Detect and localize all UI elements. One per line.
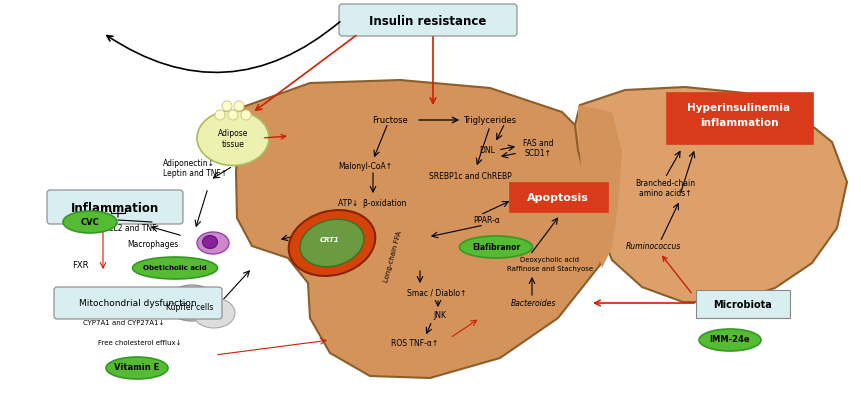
Text: Hyperinsulinemia: Hyperinsulinemia [688, 103, 791, 113]
Text: Vitamin E: Vitamin E [114, 363, 160, 372]
Text: Malonyl-CoA↑: Malonyl-CoA↑ [338, 162, 392, 171]
Text: Microbiota: Microbiota [714, 300, 772, 310]
Text: Deoxycholic acid: Deoxycholic acid [521, 257, 580, 263]
Text: Inflammation: Inflammation [71, 201, 159, 214]
Text: Adiponectin↓: Adiponectin↓ [163, 158, 215, 167]
Circle shape [234, 101, 244, 111]
Text: PPAR-α: PPAR-α [473, 216, 501, 224]
Text: Raffinose and Stachyose: Raffinose and Stachyose [507, 266, 593, 272]
Text: Bacteroides: Bacteroides [510, 299, 555, 307]
Circle shape [222, 101, 232, 111]
Text: ATP↓  β-oxidation: ATP↓ β-oxidation [338, 199, 407, 207]
Text: Smac / Diablo↑: Smac / Diablo↑ [407, 288, 467, 297]
Text: Elafibranor: Elafibranor [472, 243, 520, 252]
Text: CYP7A1 and CYP27A1↓: CYP7A1 and CYP27A1↓ [83, 320, 164, 326]
Polygon shape [575, 87, 847, 302]
Text: ROS TNF-α↑: ROS TNF-α↑ [391, 339, 439, 348]
FancyBboxPatch shape [47, 190, 183, 224]
Text: Küpffer cells: Küpffer cells [166, 303, 214, 312]
Text: Branched-chain: Branched-chain [635, 179, 695, 188]
Text: Fructose: Fructose [372, 115, 408, 124]
Text: JNK: JNK [433, 312, 446, 320]
Ellipse shape [63, 211, 117, 233]
Ellipse shape [459, 236, 533, 258]
Text: Insulin resistance: Insulin resistance [369, 15, 487, 28]
Text: Adipose: Adipose [218, 128, 248, 137]
Text: Free cholesterol efflux↓: Free cholesterol efflux↓ [98, 340, 182, 346]
FancyBboxPatch shape [54, 287, 222, 319]
Text: Triglycerides: Triglycerides [464, 115, 516, 124]
Text: FXR: FXR [72, 261, 88, 271]
Text: Apoptosis: Apoptosis [527, 193, 589, 203]
Circle shape [215, 110, 225, 120]
Ellipse shape [197, 111, 269, 166]
Text: SREBP1c and ChREBP: SREBP1c and ChREBP [429, 171, 511, 181]
Text: Obeticholic acid: Obeticholic acid [143, 265, 207, 271]
FancyBboxPatch shape [666, 92, 813, 144]
Text: FAS and: FAS and [522, 139, 554, 147]
Ellipse shape [197, 232, 229, 254]
Polygon shape [578, 105, 622, 268]
Circle shape [228, 110, 238, 120]
Ellipse shape [193, 298, 235, 328]
Text: DNL: DNL [479, 145, 495, 154]
Text: Ruminococcus: Ruminococcus [625, 241, 681, 250]
Text: inflammation: inflammation [700, 118, 778, 128]
Polygon shape [236, 80, 615, 378]
Text: Macrophages: Macrophages [127, 239, 179, 248]
Text: CCL2 and TNF: CCL2 and TNF [103, 224, 157, 233]
Text: amino acids↑: amino acids↑ [638, 188, 691, 198]
Text: IMM-24e: IMM-24e [709, 335, 750, 344]
Text: Mitochondrial dysfunction: Mitochondrial dysfunction [80, 299, 197, 307]
Text: SCD1↑: SCD1↑ [524, 149, 552, 158]
FancyBboxPatch shape [696, 290, 790, 318]
Ellipse shape [202, 235, 217, 248]
Text: CRT1: CRT1 [320, 237, 340, 243]
Text: Long-chain FFA: Long-chain FFA [383, 231, 403, 283]
Text: CVC: CVC [80, 218, 99, 226]
FancyBboxPatch shape [509, 182, 608, 212]
Text: Leptin and TNF↑: Leptin and TNF↑ [163, 169, 227, 177]
Ellipse shape [289, 210, 375, 276]
Ellipse shape [166, 285, 218, 321]
FancyBboxPatch shape [339, 4, 517, 36]
Ellipse shape [132, 257, 217, 279]
Text: tissue: tissue [221, 139, 245, 149]
Circle shape [241, 110, 251, 120]
Ellipse shape [300, 219, 364, 267]
Ellipse shape [699, 329, 761, 351]
Ellipse shape [106, 357, 168, 379]
